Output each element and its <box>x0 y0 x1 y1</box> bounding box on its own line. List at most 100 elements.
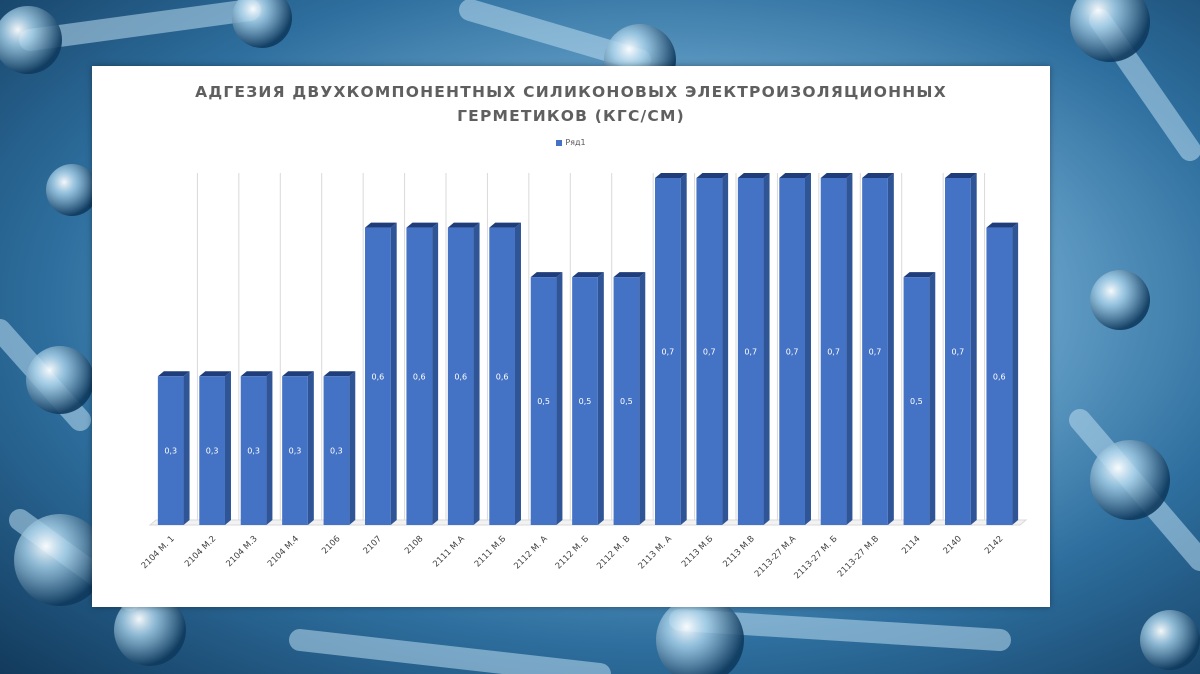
bar-top <box>447 222 480 228</box>
bar <box>696 178 723 525</box>
chart-title-line-2: ГЕРМЕТИКОВ (КГС/СМ) <box>457 107 685 125</box>
bar-top <box>406 222 439 228</box>
bar-top <box>613 272 646 278</box>
chart-card: АДГЕЗИЯ ДВУХКОМПОНЕНТНЫХ СИЛИКОНОВЫХ ЭЛЕ… <box>92 66 1050 607</box>
x-tick-label: 2113 М.Б <box>680 534 716 570</box>
bar <box>530 277 557 525</box>
x-tick-label: 2114 <box>900 534 922 556</box>
bar-top <box>530 272 563 278</box>
bar <box>862 178 888 525</box>
chart-title: АДГЕЗИЯ ДВУХКОМПОНЕНТНЫХ СИЛИКОНОВЫХ ЭЛЕ… <box>92 80 1050 128</box>
data-label: 0,5 <box>620 397 633 406</box>
chart-title-line-1: АДГЕЗИЯ ДВУХКОМПОНЕНТНЫХ СИЛИКОНОВЫХ ЭЛЕ… <box>195 83 947 101</box>
bar <box>406 227 433 526</box>
x-tick-label: 2104 М.4 <box>266 534 301 569</box>
legend-swatch <box>556 139 563 146</box>
bar-top <box>945 173 977 178</box>
bar-top <box>903 272 936 278</box>
x-tick-label: 2113-27 М. Б <box>792 534 839 581</box>
bar-top <box>820 173 853 178</box>
bar-top <box>157 371 190 377</box>
data-label: 0,7 <box>786 348 799 357</box>
x-tick-label: 2113-27 М.А <box>753 534 798 579</box>
bar-side <box>514 222 521 526</box>
data-label: 0,3 <box>164 447 177 456</box>
bar-top <box>862 173 894 178</box>
bar <box>986 227 1013 526</box>
bar <box>240 376 267 525</box>
data-label: 0,5 <box>579 397 592 406</box>
data-label: 0,5 <box>537 397 550 406</box>
x-tick-label: 2112 М. Б <box>554 534 592 572</box>
bar <box>282 376 308 525</box>
data-label: 0,3 <box>206 447 219 456</box>
x-tick-label: 2108 <box>403 534 425 556</box>
bar-side <box>432 222 439 526</box>
bar-top <box>365 222 397 228</box>
x-tick-label: 2104 М.2 <box>183 534 218 569</box>
data-label: 0,7 <box>951 348 964 357</box>
bar-side <box>639 272 646 525</box>
bar <box>945 178 971 525</box>
bar <box>655 178 681 525</box>
bar-side <box>1012 222 1019 526</box>
bar-side <box>307 371 314 525</box>
bar-side <box>804 173 811 525</box>
bar-top <box>779 173 811 178</box>
bar-side <box>183 371 190 525</box>
bar <box>157 376 184 525</box>
legend-label: Ряд1 <box>565 138 586 147</box>
x-tick-label: 2106 <box>320 534 342 556</box>
bar <box>820 178 847 525</box>
bar-side <box>763 173 770 525</box>
bar <box>323 376 350 525</box>
x-tick-label: 2107 <box>362 534 384 556</box>
bar <box>489 227 515 526</box>
x-tick-label: 2111 М.А <box>431 534 467 570</box>
data-label: 0,6 <box>454 372 467 381</box>
bar <box>737 178 764 525</box>
x-tick-label: 2113 М.В <box>721 534 757 570</box>
bar-top <box>489 222 521 228</box>
data-label: 0,7 <box>661 348 674 357</box>
data-label: 0,6 <box>496 372 509 381</box>
x-tick-label: 2113 М. А <box>637 534 675 572</box>
data-label: 0,6 <box>993 372 1006 381</box>
bar-top <box>986 222 1019 228</box>
bar-side <box>224 371 231 525</box>
bar <box>199 376 225 525</box>
bar-top <box>655 173 687 178</box>
bar-top <box>240 371 273 377</box>
bar-top <box>696 173 729 178</box>
chart-legend: Ряд1 <box>92 138 1050 147</box>
data-label: 0,3 <box>289 447 302 456</box>
bar-top <box>737 173 770 178</box>
x-tick-label: 2113-27 М.В <box>836 534 881 579</box>
bar-side <box>556 272 563 525</box>
bar-side <box>929 272 936 525</box>
x-tick-label: 2104 М.3 <box>224 534 259 569</box>
bar-side <box>390 222 397 526</box>
bar <box>613 277 640 525</box>
x-tick-label: 2142 <box>983 534 1005 556</box>
x-tick-label: 2112 М. В <box>595 534 633 572</box>
bar <box>572 277 598 525</box>
bar-chart-plot: 0,3 2104 М. 1 0,3 2104 М.2 0,3 2104 М.3 0,3 210… <box>140 173 1028 581</box>
x-tick-label: 2140 <box>942 534 964 556</box>
bar-side <box>722 173 729 525</box>
data-label: 0,3 <box>247 447 260 456</box>
x-tick-label: 2111 М.Б <box>473 534 509 570</box>
bar-top <box>323 371 356 377</box>
x-tick-label: 2112 М. А <box>512 534 550 572</box>
data-label: 0,3 <box>330 447 343 456</box>
bar-side <box>846 173 853 525</box>
bar-top <box>572 272 604 278</box>
bar <box>903 277 930 525</box>
bar-side <box>473 222 480 526</box>
bar-side <box>349 371 356 525</box>
bar-side <box>887 173 894 525</box>
bar-side <box>680 173 687 525</box>
bar-side <box>970 173 977 525</box>
data-label: 0,7 <box>827 348 840 357</box>
bar-top <box>199 371 231 377</box>
